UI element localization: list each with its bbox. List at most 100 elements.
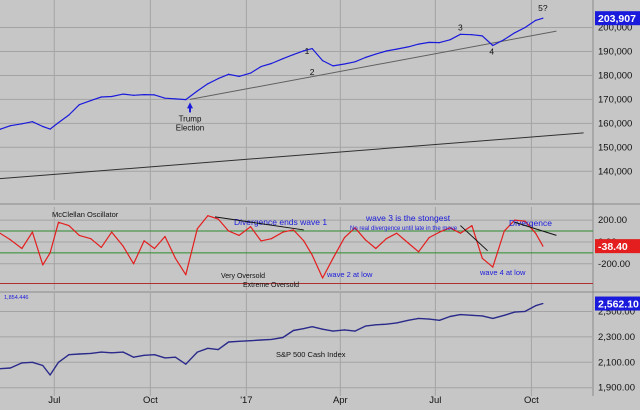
annotation-election: Election [176,123,204,132]
data-point [100,96,102,98]
data-point [153,247,156,250]
data-point [471,224,473,227]
divergence-line-2 [514,221,557,236]
data-point [207,347,209,349]
wave-label-3: 3 [458,22,463,32]
data-point [438,319,441,321]
data-point [311,48,313,50]
data-point [90,99,92,102]
data-point [385,238,387,240]
data-point [133,263,135,265]
x-tick-label: Jul [48,395,60,405]
data-point [57,361,60,363]
data-point [332,330,334,332]
data-point [292,229,294,231]
data-point [375,53,377,55]
data-point [396,48,398,50]
data-point [428,236,430,239]
oscillator-annotation-7: Extreme Oversold [243,282,299,289]
data-point [49,252,51,254]
data-point [364,325,367,327]
data-point [282,58,284,60]
data-point [185,274,187,276]
data-point [459,314,462,316]
data-point [111,95,113,98]
data-point [332,257,334,259]
last-value-label-middle: -38.40 [598,241,628,253]
oscillator-title: McClellan Oscillator [52,210,119,219]
last-value-box-middle [595,239,640,254]
data-point [78,353,80,355]
oscillator-annotation-2: No real divergence until late in the mov… [350,226,458,232]
data-point [78,104,80,106]
data-point [143,354,145,356]
oscillator-annotation-3: Divergence [509,218,552,228]
oscillator-annotation-5: wave 4 at low [479,268,526,277]
data-point [57,221,60,223]
data-point [542,245,544,247]
data-point [303,240,305,242]
y-tick-label-lower: 1,900.00 [598,383,635,394]
y-tick-label-middle: 200.00 [598,215,627,226]
data-point [31,231,33,233]
data-point [153,354,156,356]
data-point [407,46,409,48]
sp500-label: S&P 500 Cash Index [276,350,346,359]
data-point [514,311,516,313]
data-point [492,44,494,47]
data-point [49,374,51,376]
data-point [164,97,166,99]
data-point [492,266,494,268]
y-tick-label-upper: 170,000 [598,94,632,105]
data-point [534,305,537,307]
oscillator-annotation-0: Divergence ends wave 1 [234,217,327,227]
data-point [481,257,483,259]
data-point [68,224,70,227]
trendline-0 [189,30,557,100]
data-point [238,234,240,236]
last-value-label-lower: 2,562.10 [598,299,639,311]
data-point [270,62,273,65]
data-point [42,125,44,128]
oscillator-annotation-1: wave 3 is the stongest [365,213,451,223]
data-point [292,329,294,332]
data-point [343,329,346,331]
data-point [375,324,377,326]
data-point [153,94,156,96]
last-value-box-lower [595,296,640,311]
data-point [174,98,176,100]
data-point [407,242,409,244]
data-point [122,245,124,247]
data-point [375,247,377,250]
last-value-box-upper [595,11,640,26]
data-point [438,42,441,44]
data-point [354,61,356,63]
data-point [164,235,166,238]
data-point [249,72,252,74]
data-point [207,215,209,217]
data-point [9,125,12,127]
data-point [418,251,420,253]
data-point [428,318,430,320]
data-point [438,231,441,233]
wave-label-5: 5? [538,3,548,13]
data-point [270,338,273,341]
data-point [249,340,252,342]
data-point [260,65,262,68]
data-point [514,219,516,221]
data-point [481,315,483,317]
x-tick-label: Oct [524,395,539,405]
data-point [228,73,230,75]
data-point [217,77,219,80]
data-point [228,341,230,343]
data-point [503,314,505,316]
data-point [111,352,113,354]
data-point [90,352,92,355]
data-point [428,41,430,43]
data-point [111,231,113,233]
data-point [481,35,483,37]
data-point [503,38,505,41]
data-point [524,310,526,313]
